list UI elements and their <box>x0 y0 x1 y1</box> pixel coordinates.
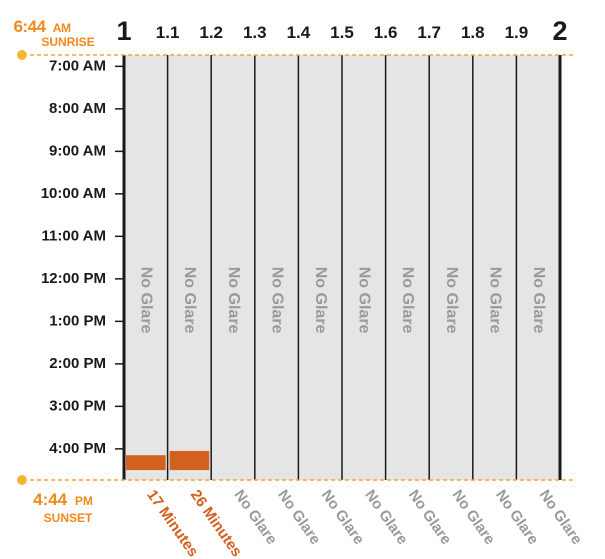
sunrise-time: 6:44 <box>14 17 47 36</box>
sunset-header: 4:44 PM SUNSET <box>33 490 93 525</box>
column-no-glare-label: No Glare <box>399 267 416 334</box>
sunset-label: SUNSET <box>44 511 93 525</box>
column-no-glare-label: No Glare <box>138 267 155 334</box>
bottom-duration-label: No Glare <box>318 487 368 548</box>
column-background <box>254 55 299 480</box>
glare-bar-layer <box>126 450 210 471</box>
bottom-duration-label: No Glare <box>405 487 455 548</box>
column-header-layer: 1 1.1 1.2 1.3 1.4 1.5 1.6 1.7 1.8 1.9 2 <box>116 16 567 46</box>
column-background <box>211 55 255 480</box>
y-tick-label: 8:00 AM <box>49 100 106 117</box>
sunset-ampm: PM <box>75 494 93 508</box>
column-no-glare-label: No Glare <box>225 267 242 334</box>
sunrise-header: 6:44 AM SUNRISE <box>14 17 95 49</box>
column-header-label: 1.2 <box>199 23 223 42</box>
column-header-label: 1.5 <box>330 23 354 42</box>
glare-bar <box>126 455 166 471</box>
sun-icon <box>17 50 27 60</box>
y-tick-label: 4:00 PM <box>49 440 106 457</box>
column-no-glare-label: No Glare <box>268 267 285 334</box>
column-header-label: 1.3 <box>243 23 267 42</box>
bottom-duration-label: No Glare <box>274 487 324 548</box>
bottom-duration-label: No Glare <box>448 487 498 548</box>
sun-icon-bottom <box>17 475 27 485</box>
svg-text:6:44 AM: 6:44 AM <box>14 17 71 36</box>
sun-icon <box>17 475 27 485</box>
y-tick-label: 10:00 AM <box>41 185 106 202</box>
column-header-label: 1.8 <box>461 23 485 42</box>
y-tick-label: 7:00 AM <box>49 57 106 74</box>
column-no-glare-label: No Glare <box>486 267 503 334</box>
column-header-label: 1.9 <box>505 23 529 42</box>
y-tick-label: 3:00 PM <box>49 397 106 414</box>
column-header-label: 1.4 <box>287 23 311 42</box>
column-no-glare-label: No Glare <box>530 267 547 334</box>
y-axis: 7:00 AM 8:00 AM 9:00 AM 10:00 AM 11:00 AM 12:… <box>41 57 124 457</box>
bottom-duration-label: No Glare <box>361 487 411 548</box>
sun-icon-top <box>17 50 27 60</box>
column-background <box>516 55 560 480</box>
column-background <box>124 55 168 480</box>
sunrise-label: SUNRISE <box>41 35 94 49</box>
sunrise-ampm: AM <box>53 21 71 35</box>
svg-text:4:44 PM: 4:44 PM <box>33 490 93 509</box>
bottom-duration-label: No Glare <box>536 487 586 548</box>
column-line-layer <box>122 55 562 480</box>
column-background <box>385 55 430 480</box>
y-tick-label: 9:00 AM <box>49 142 106 159</box>
column-header-label: 1 <box>116 16 131 46</box>
column-background <box>342 55 386 480</box>
column-header-label: 1.6 <box>374 23 398 42</box>
column-layer: No Glare No Glare No Glare No Glare No Glare… <box>124 55 560 480</box>
bottom-duration-label: No Glare <box>492 487 542 548</box>
column-no-glare-label: No Glare <box>181 267 198 334</box>
glare-bar <box>169 450 210 471</box>
y-tick-label: 11:00 AM <box>42 227 106 244</box>
sunset-time: 4:44 <box>33 490 68 509</box>
y-tick-label: 2:00 PM <box>49 355 106 372</box>
column-no-glare-label: No Glare <box>443 267 460 334</box>
column-no-glare-label: No Glare <box>312 267 329 334</box>
y-tick-label: 1:00 PM <box>49 312 106 329</box>
column-header-label: 2 <box>552 16 567 46</box>
column-header-label: 1.1 <box>156 23 180 42</box>
column-background <box>167 55 212 480</box>
column-header-label: 1.7 <box>417 23 441 42</box>
y-tick-label: 12:00 PM <box>41 270 106 287</box>
column-no-glare-label: No Glare <box>356 267 373 334</box>
column-background <box>298 55 342 480</box>
column-background <box>472 55 517 480</box>
column-background <box>429 55 473 480</box>
